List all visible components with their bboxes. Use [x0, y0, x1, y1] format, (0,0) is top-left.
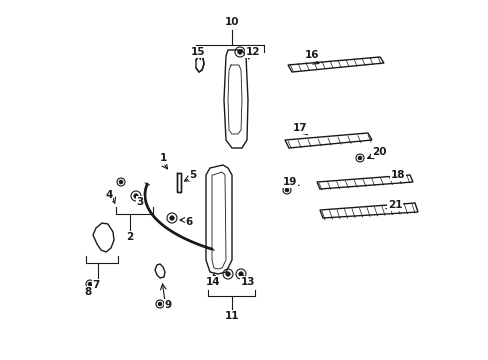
- Text: 1: 1: [159, 153, 166, 163]
- Polygon shape: [224, 50, 247, 148]
- Circle shape: [283, 186, 290, 194]
- Circle shape: [285, 188, 288, 192]
- Circle shape: [238, 272, 243, 276]
- Circle shape: [237, 50, 242, 54]
- Text: 21: 21: [387, 200, 402, 210]
- Circle shape: [252, 50, 257, 54]
- Circle shape: [86, 280, 94, 288]
- Polygon shape: [155, 264, 164, 278]
- Text: 6: 6: [185, 217, 192, 227]
- Text: 4: 4: [105, 190, 112, 200]
- Text: 8: 8: [84, 287, 91, 297]
- Text: 15: 15: [190, 47, 205, 57]
- Polygon shape: [177, 173, 181, 192]
- Text: 17: 17: [292, 123, 306, 133]
- Text: 14: 14: [205, 277, 220, 287]
- Circle shape: [355, 154, 363, 162]
- Polygon shape: [316, 175, 412, 189]
- Circle shape: [169, 216, 174, 220]
- Polygon shape: [205, 165, 231, 274]
- Text: 16: 16: [304, 50, 319, 60]
- Text: 20: 20: [371, 147, 386, 157]
- Text: 11: 11: [224, 311, 239, 321]
- Circle shape: [158, 302, 162, 306]
- Circle shape: [225, 272, 230, 276]
- Circle shape: [117, 178, 125, 186]
- Text: 9: 9: [164, 300, 171, 310]
- Text: 2: 2: [126, 232, 133, 242]
- Text: 3: 3: [136, 197, 143, 207]
- Polygon shape: [196, 56, 203, 72]
- Circle shape: [134, 194, 138, 198]
- Circle shape: [357, 156, 361, 160]
- Circle shape: [119, 180, 123, 184]
- Text: 5: 5: [189, 170, 196, 180]
- Text: 7: 7: [92, 280, 100, 290]
- Text: 12: 12: [245, 47, 260, 57]
- Text: 18: 18: [390, 170, 405, 180]
- Circle shape: [88, 282, 92, 286]
- Text: 13: 13: [240, 277, 255, 287]
- Polygon shape: [287, 57, 383, 72]
- Circle shape: [156, 300, 163, 308]
- Polygon shape: [93, 223, 114, 252]
- Polygon shape: [319, 203, 417, 218]
- Text: 10: 10: [224, 17, 239, 27]
- Text: 19: 19: [282, 177, 297, 187]
- Polygon shape: [285, 133, 371, 148]
